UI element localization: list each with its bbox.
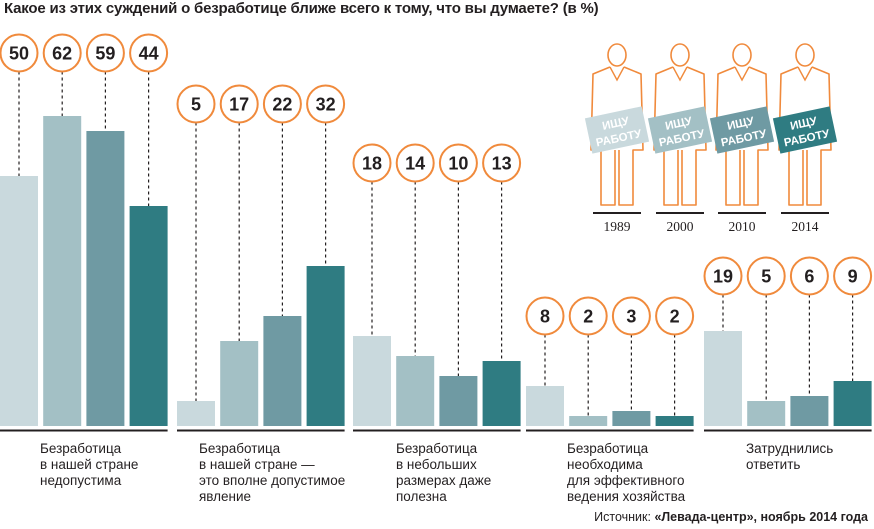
figure-head xyxy=(607,43,627,67)
data-label: 6 xyxy=(804,267,814,287)
bar xyxy=(704,331,742,426)
data-label: 44 xyxy=(139,44,159,64)
legend-year: 2000 xyxy=(667,219,694,234)
figure-head xyxy=(795,43,815,67)
bar xyxy=(220,341,259,426)
sign-board xyxy=(772,106,838,154)
value-circle xyxy=(219,84,259,124)
data-label: 14 xyxy=(405,154,425,174)
bar xyxy=(526,386,564,426)
legend-year: 1989 xyxy=(604,219,631,234)
figure-collar xyxy=(609,66,625,82)
bar xyxy=(396,356,435,426)
legend-year: 2010 xyxy=(729,219,756,234)
figure-head xyxy=(670,43,690,67)
category-label: Затруднились ответить xyxy=(746,441,834,472)
value-circle xyxy=(262,84,302,124)
bar xyxy=(0,176,38,426)
source-name: «Левада-центр», ноябрь 2014 года xyxy=(654,510,868,524)
value-circle xyxy=(85,33,125,73)
data-label: 5 xyxy=(761,267,771,287)
bar xyxy=(353,336,391,426)
category-label: Безработица необходима для эффективного … xyxy=(567,441,686,504)
bar xyxy=(612,411,651,426)
data-label: 18 xyxy=(362,154,382,174)
sign-board xyxy=(584,106,650,154)
bar xyxy=(306,266,345,426)
category-label: Безработица в нашей стране — это вполне … xyxy=(199,441,346,504)
data-label: 5 xyxy=(191,95,201,115)
data-label: 59 xyxy=(95,44,115,64)
value-circle xyxy=(129,33,169,73)
sign-text-line1: ИЩУ xyxy=(726,115,756,133)
legend-year: 2014 xyxy=(792,219,819,234)
value-circle xyxy=(176,84,216,124)
bar xyxy=(747,401,786,426)
value-circle xyxy=(611,296,651,336)
value-circle xyxy=(568,296,608,336)
value-circle xyxy=(833,256,873,296)
data-label: 9 xyxy=(848,267,858,287)
data-label: 17 xyxy=(229,95,249,115)
chart-title: Какое из этих суждений о безработице бли… xyxy=(4,0,599,17)
data-label: 2 xyxy=(670,307,680,327)
value-circle xyxy=(352,143,392,183)
bar xyxy=(790,396,829,426)
data-label: 13 xyxy=(492,154,512,174)
data-label: 3 xyxy=(626,307,636,327)
data-label: 8 xyxy=(540,307,550,327)
bar xyxy=(569,416,608,426)
bar xyxy=(833,381,872,426)
category-label: Безработица в нашей стране недопустима xyxy=(40,441,139,488)
figure-head xyxy=(732,43,752,67)
bar xyxy=(482,361,521,426)
figure-collar xyxy=(734,66,750,82)
sign-board xyxy=(647,106,713,154)
data-label: 62 xyxy=(52,44,72,64)
source-prefix: Источник: xyxy=(594,510,655,524)
value-circle xyxy=(482,143,522,183)
figure-collar xyxy=(797,66,813,82)
sign-text-line1: ИЩУ xyxy=(789,115,819,133)
bar xyxy=(655,416,694,426)
data-label: 2 xyxy=(583,307,593,327)
value-circle xyxy=(655,296,695,336)
data-label: 22 xyxy=(272,95,292,115)
value-circle xyxy=(42,33,82,73)
data-label: 32 xyxy=(316,95,336,115)
category-label: Безработица в небольших размерах даже по… xyxy=(396,441,492,504)
value-circle xyxy=(306,84,346,124)
bar xyxy=(263,316,302,426)
data-label: 10 xyxy=(448,154,468,174)
sign-text-line1: ИЩУ xyxy=(664,115,694,133)
value-circle xyxy=(746,256,786,296)
value-circle xyxy=(703,256,743,296)
figure-collar xyxy=(672,66,688,82)
value-circle xyxy=(395,143,435,183)
value-circle xyxy=(525,296,565,336)
value-circle xyxy=(438,143,478,183)
sign-text-line1: ИЩУ xyxy=(601,115,631,133)
bar xyxy=(86,131,125,426)
data-label: 50 xyxy=(9,44,29,64)
bar xyxy=(129,206,168,426)
data-label: 19 xyxy=(713,267,733,287)
bar xyxy=(439,376,478,426)
bar xyxy=(177,401,215,426)
bar xyxy=(43,116,82,426)
source-note: Источник: «Левада-центр», ноябрь 2014 го… xyxy=(594,510,868,524)
sign-board xyxy=(709,106,775,154)
value-circle xyxy=(0,33,39,73)
value-circle xyxy=(789,256,829,296)
